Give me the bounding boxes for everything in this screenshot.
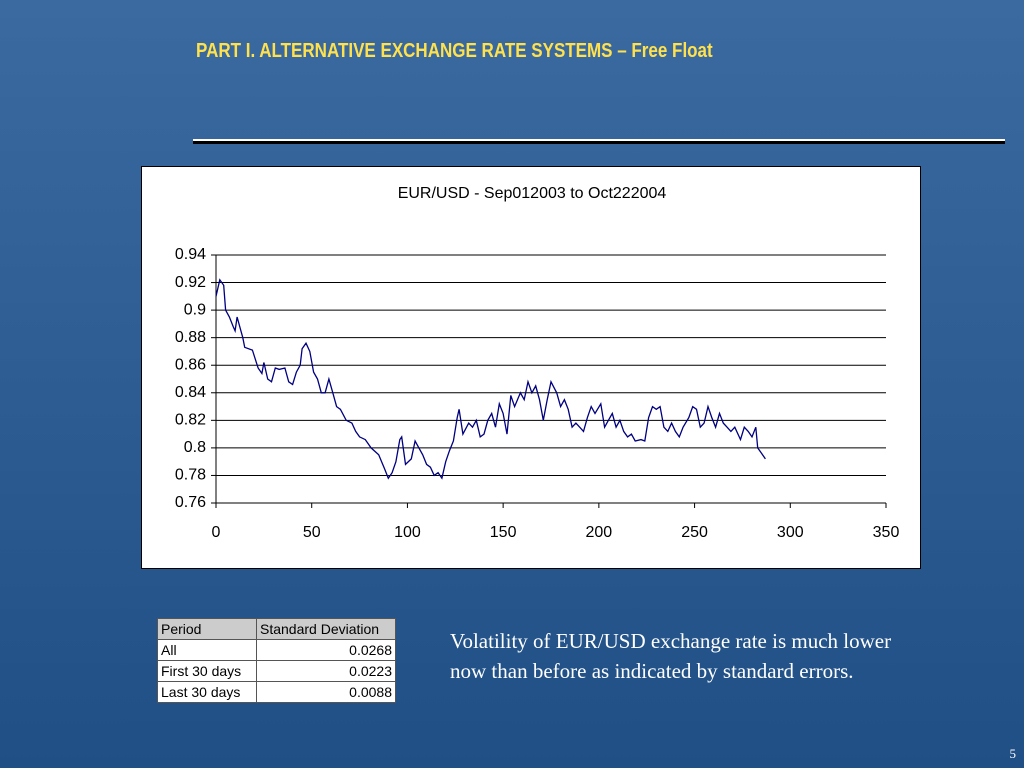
y-tick-label: 0.78 <box>175 467 206 484</box>
table-cell: 0.0088 <box>256 681 396 703</box>
y-tick-label: 0.94 <box>175 246 206 263</box>
x-tick-label: 50 <box>303 524 321 541</box>
y-tick-label: 0.82 <box>175 412 206 429</box>
table-cell: Period <box>157 618 257 640</box>
page-number: 5 <box>1009 746 1017 761</box>
slide-title: PART I. ALTERNATIVE EXCHANGE RATE SYSTEM… <box>196 40 713 62</box>
title-rule <box>193 141 1005 144</box>
body-text: Volatility of EUR/USD exchange rate is m… <box>450 629 892 683</box>
x-tick-label: 0 <box>212 524 221 541</box>
table-cell: Last 30 days <box>157 681 257 703</box>
x-tick-label: 250 <box>681 524 708 541</box>
x-tick-label: 200 <box>586 524 613 541</box>
y-tick-label: 0.9 <box>184 301 206 318</box>
table-row: Last 30 days 0.0088 <box>157 681 396 703</box>
y-tick-label: 0.86 <box>175 356 206 373</box>
chart-frame <box>141 166 921 569</box>
line-series <box>215 278 766 480</box>
stats-table: Period Standard Deviation All 0.0268 First 3… <box>157 618 396 703</box>
y-tick-label: 0.84 <box>175 384 206 401</box>
x-tick-label: 150 <box>490 524 517 541</box>
table-row: First 30 days 0.0223 <box>157 660 396 682</box>
table-cell: 0.0223 <box>256 660 396 682</box>
table-row: All 0.0268 <box>157 639 396 661</box>
table-cell: All <box>157 639 257 661</box>
table-row: Period Standard Deviation <box>157 618 396 640</box>
chart-title: EUR/USD - Sep012003 to Oct222004 <box>398 185 667 202</box>
x-tick-label: 300 <box>777 524 804 541</box>
chart: EUR/USD - Sep012003 to Oct222004 0.76 0.7… <box>141 166 921 569</box>
y-tick-label: 0.76 <box>175 494 206 511</box>
x-tick-label: 350 <box>873 524 900 541</box>
table-cell: 0.0268 <box>256 639 396 661</box>
x-tick-label: 100 <box>394 524 421 541</box>
y-tick-label: 0.88 <box>175 329 206 346</box>
y-tick-label: 0.92 <box>175 274 206 291</box>
table-cell: Standard Deviation <box>256 618 396 640</box>
y-tick-label: 0.8 <box>184 439 206 456</box>
table-cell: First 30 days <box>157 660 257 682</box>
